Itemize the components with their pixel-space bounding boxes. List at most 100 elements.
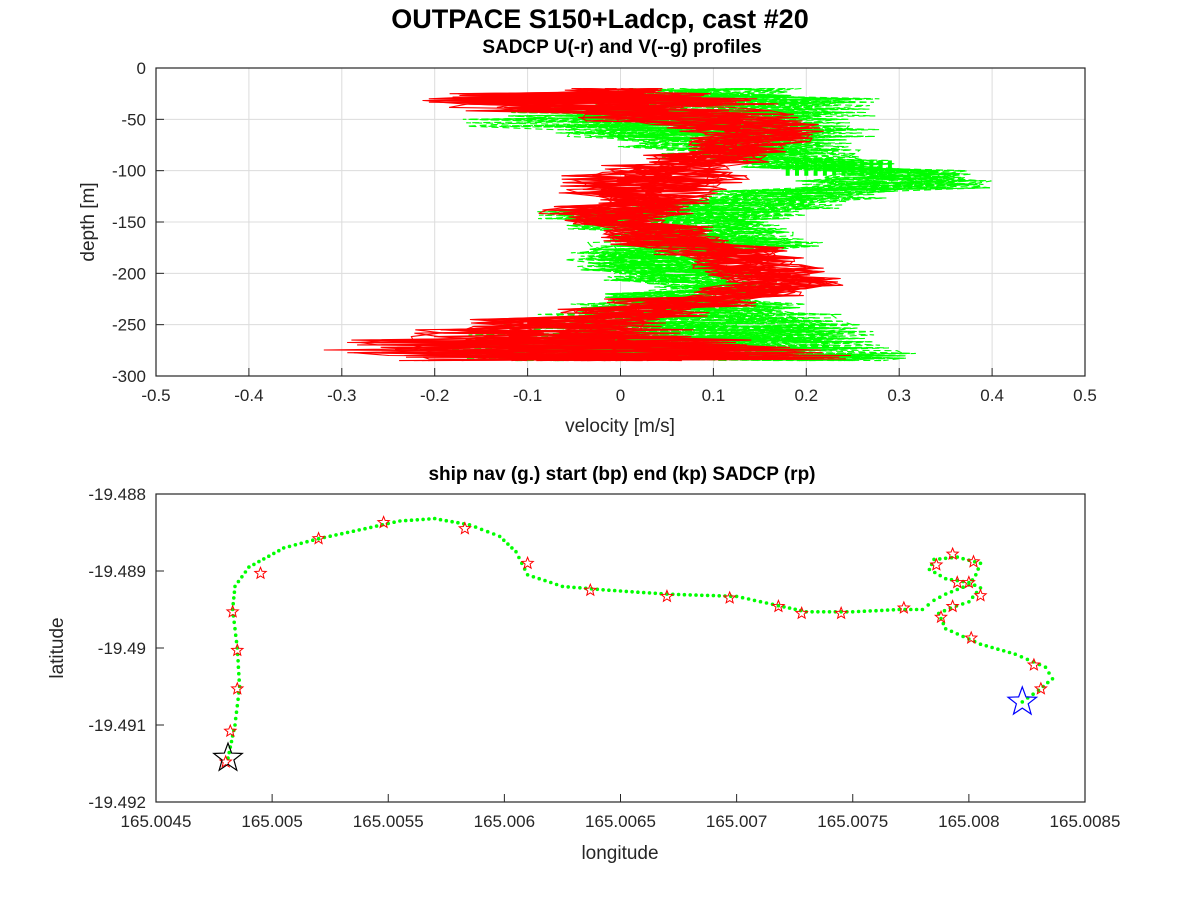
start-end-markers [212, 685, 1039, 772]
sadcp-star-marker [771, 599, 786, 613]
nav-y-tick-label: -19.492 [88, 793, 146, 812]
nav-track-point [233, 723, 237, 727]
sadcp-star-marker [520, 555, 535, 570]
nav-x-tick-label: 165.0055 [353, 812, 424, 831]
profile-x-tick-label: -0.1 [513, 386, 542, 405]
ship-nav-track [226, 516, 1055, 760]
nav-track-point [456, 520, 460, 525]
nav-track-point [984, 644, 989, 648]
nav-track-point [717, 594, 721, 598]
nav-track-point [374, 524, 379, 528]
nav-track-point [232, 596, 236, 600]
sadcp-star-marker [961, 575, 976, 589]
sadcp-star-marker [230, 642, 245, 657]
nav-track-point [764, 601, 769, 605]
sadcp-star-marker [964, 630, 979, 644]
sadcp-star-marker [659, 589, 674, 603]
nav-track-point [287, 544, 292, 549]
nav-y-tick-label: -19.489 [88, 562, 146, 581]
nav-x-tick-label: 165.0085 [1050, 812, 1121, 831]
nav-track-point [1050, 677, 1055, 681]
nav-track-point [914, 607, 919, 612]
sadcp-star-marker [583, 582, 598, 597]
nav-track-point [369, 525, 373, 530]
nav-track-point [232, 590, 237, 594]
sadcp-star-marker [311, 531, 326, 545]
profile-y-axis-label: depth [m] [78, 182, 99, 261]
nav-track-point [236, 665, 241, 669]
v-profile-line [426, 87, 992, 362]
nav-track-point [351, 529, 356, 533]
nav-track-point [554, 582, 559, 587]
nav-track-point [1047, 671, 1051, 675]
nav-track-point [758, 599, 763, 604]
nav-track-point [421, 517, 425, 522]
nav-track-point [299, 541, 304, 546]
nav-track-point [392, 520, 396, 524]
sadcp-star-marker [896, 600, 911, 614]
nav-track-point [932, 598, 936, 603]
profile-y-tick-label: -250 [112, 316, 146, 335]
nav-track-point [961, 585, 965, 589]
profile-title: SADCP U(-r) and V(--g) profiles [482, 37, 761, 58]
u-profile-line [465, 87, 829, 362]
nav-track-point [955, 587, 960, 592]
nav-track-point [862, 609, 867, 613]
profile-y-tick-label: 0 [137, 59, 146, 78]
nav-track-point [734, 594, 739, 599]
nav-track-point [974, 573, 978, 577]
nav-track-point [233, 716, 238, 721]
nav-track-point [549, 580, 553, 585]
nav-track-point [517, 555, 521, 560]
nav-track-point [816, 610, 820, 614]
profile-x-tick-label: -0.3 [327, 386, 356, 405]
v-profile-line [426, 87, 992, 362]
nav-track-point [231, 601, 235, 606]
nav-track-point [653, 591, 658, 596]
profile-y-tick-label: -300 [112, 367, 146, 386]
nav-track-point [432, 516, 437, 521]
nav-track-point [688, 593, 692, 597]
nav-track-point [247, 565, 251, 569]
nav-panel: ship nav (g.) start (bp) end (kp) SADCP … [47, 464, 1120, 864]
nav-track-point [682, 592, 687, 597]
nav-track-point [933, 570, 937, 575]
nav-track-point [821, 610, 826, 614]
profile-panel: SADCP U(-r) and V(--g) profiles -0.5 -0.4… [78, 37, 1097, 437]
nav-track-point [1025, 657, 1030, 662]
sadcp-star-marker [457, 521, 472, 535]
nav-title: ship nav (g.) start (bp) end (kp) SADCP … [428, 464, 815, 485]
nav-track-point [961, 556, 965, 561]
nav-track-point [612, 588, 617, 593]
sadcp-star-marker [933, 609, 949, 624]
nav-track-point [1019, 655, 1024, 659]
nav-track-point [560, 584, 565, 589]
profile-x-tick-label: 0.3 [887, 386, 911, 405]
nav-track-point [949, 590, 954, 594]
nav-track-point [955, 632, 960, 636]
nav-track-point [978, 561, 983, 566]
end-star-marker [212, 741, 244, 772]
profile-y-tick-label: -150 [112, 213, 146, 232]
profile-y-tick-label: -100 [112, 162, 146, 181]
nav-track-point [949, 629, 954, 634]
profile-x-axis-label: velocity [m/s] [565, 416, 675, 437]
sadcp-star-marker [1026, 657, 1041, 671]
nav-track-point [891, 608, 896, 612]
profile-x-tick-label: -0.5 [141, 386, 170, 405]
nav-track-point [943, 576, 948, 581]
nav-track-point [939, 616, 943, 621]
nav-track-point [473, 525, 478, 529]
nav-track-point [978, 586, 983, 590]
nav-track-point [444, 518, 449, 523]
nav-plot-area [212, 515, 1055, 772]
nav-x-tick-label: 165.0065 [585, 812, 656, 831]
profile-x-tick-label: 0.5 [1073, 386, 1097, 405]
nav-track-point [236, 659, 240, 663]
profile-y-tick-label: -200 [112, 264, 146, 283]
nav-track-point [868, 609, 872, 613]
nav-track-point [491, 532, 496, 536]
nav-track-point [506, 542, 510, 546]
nav-track-point [641, 590, 646, 595]
